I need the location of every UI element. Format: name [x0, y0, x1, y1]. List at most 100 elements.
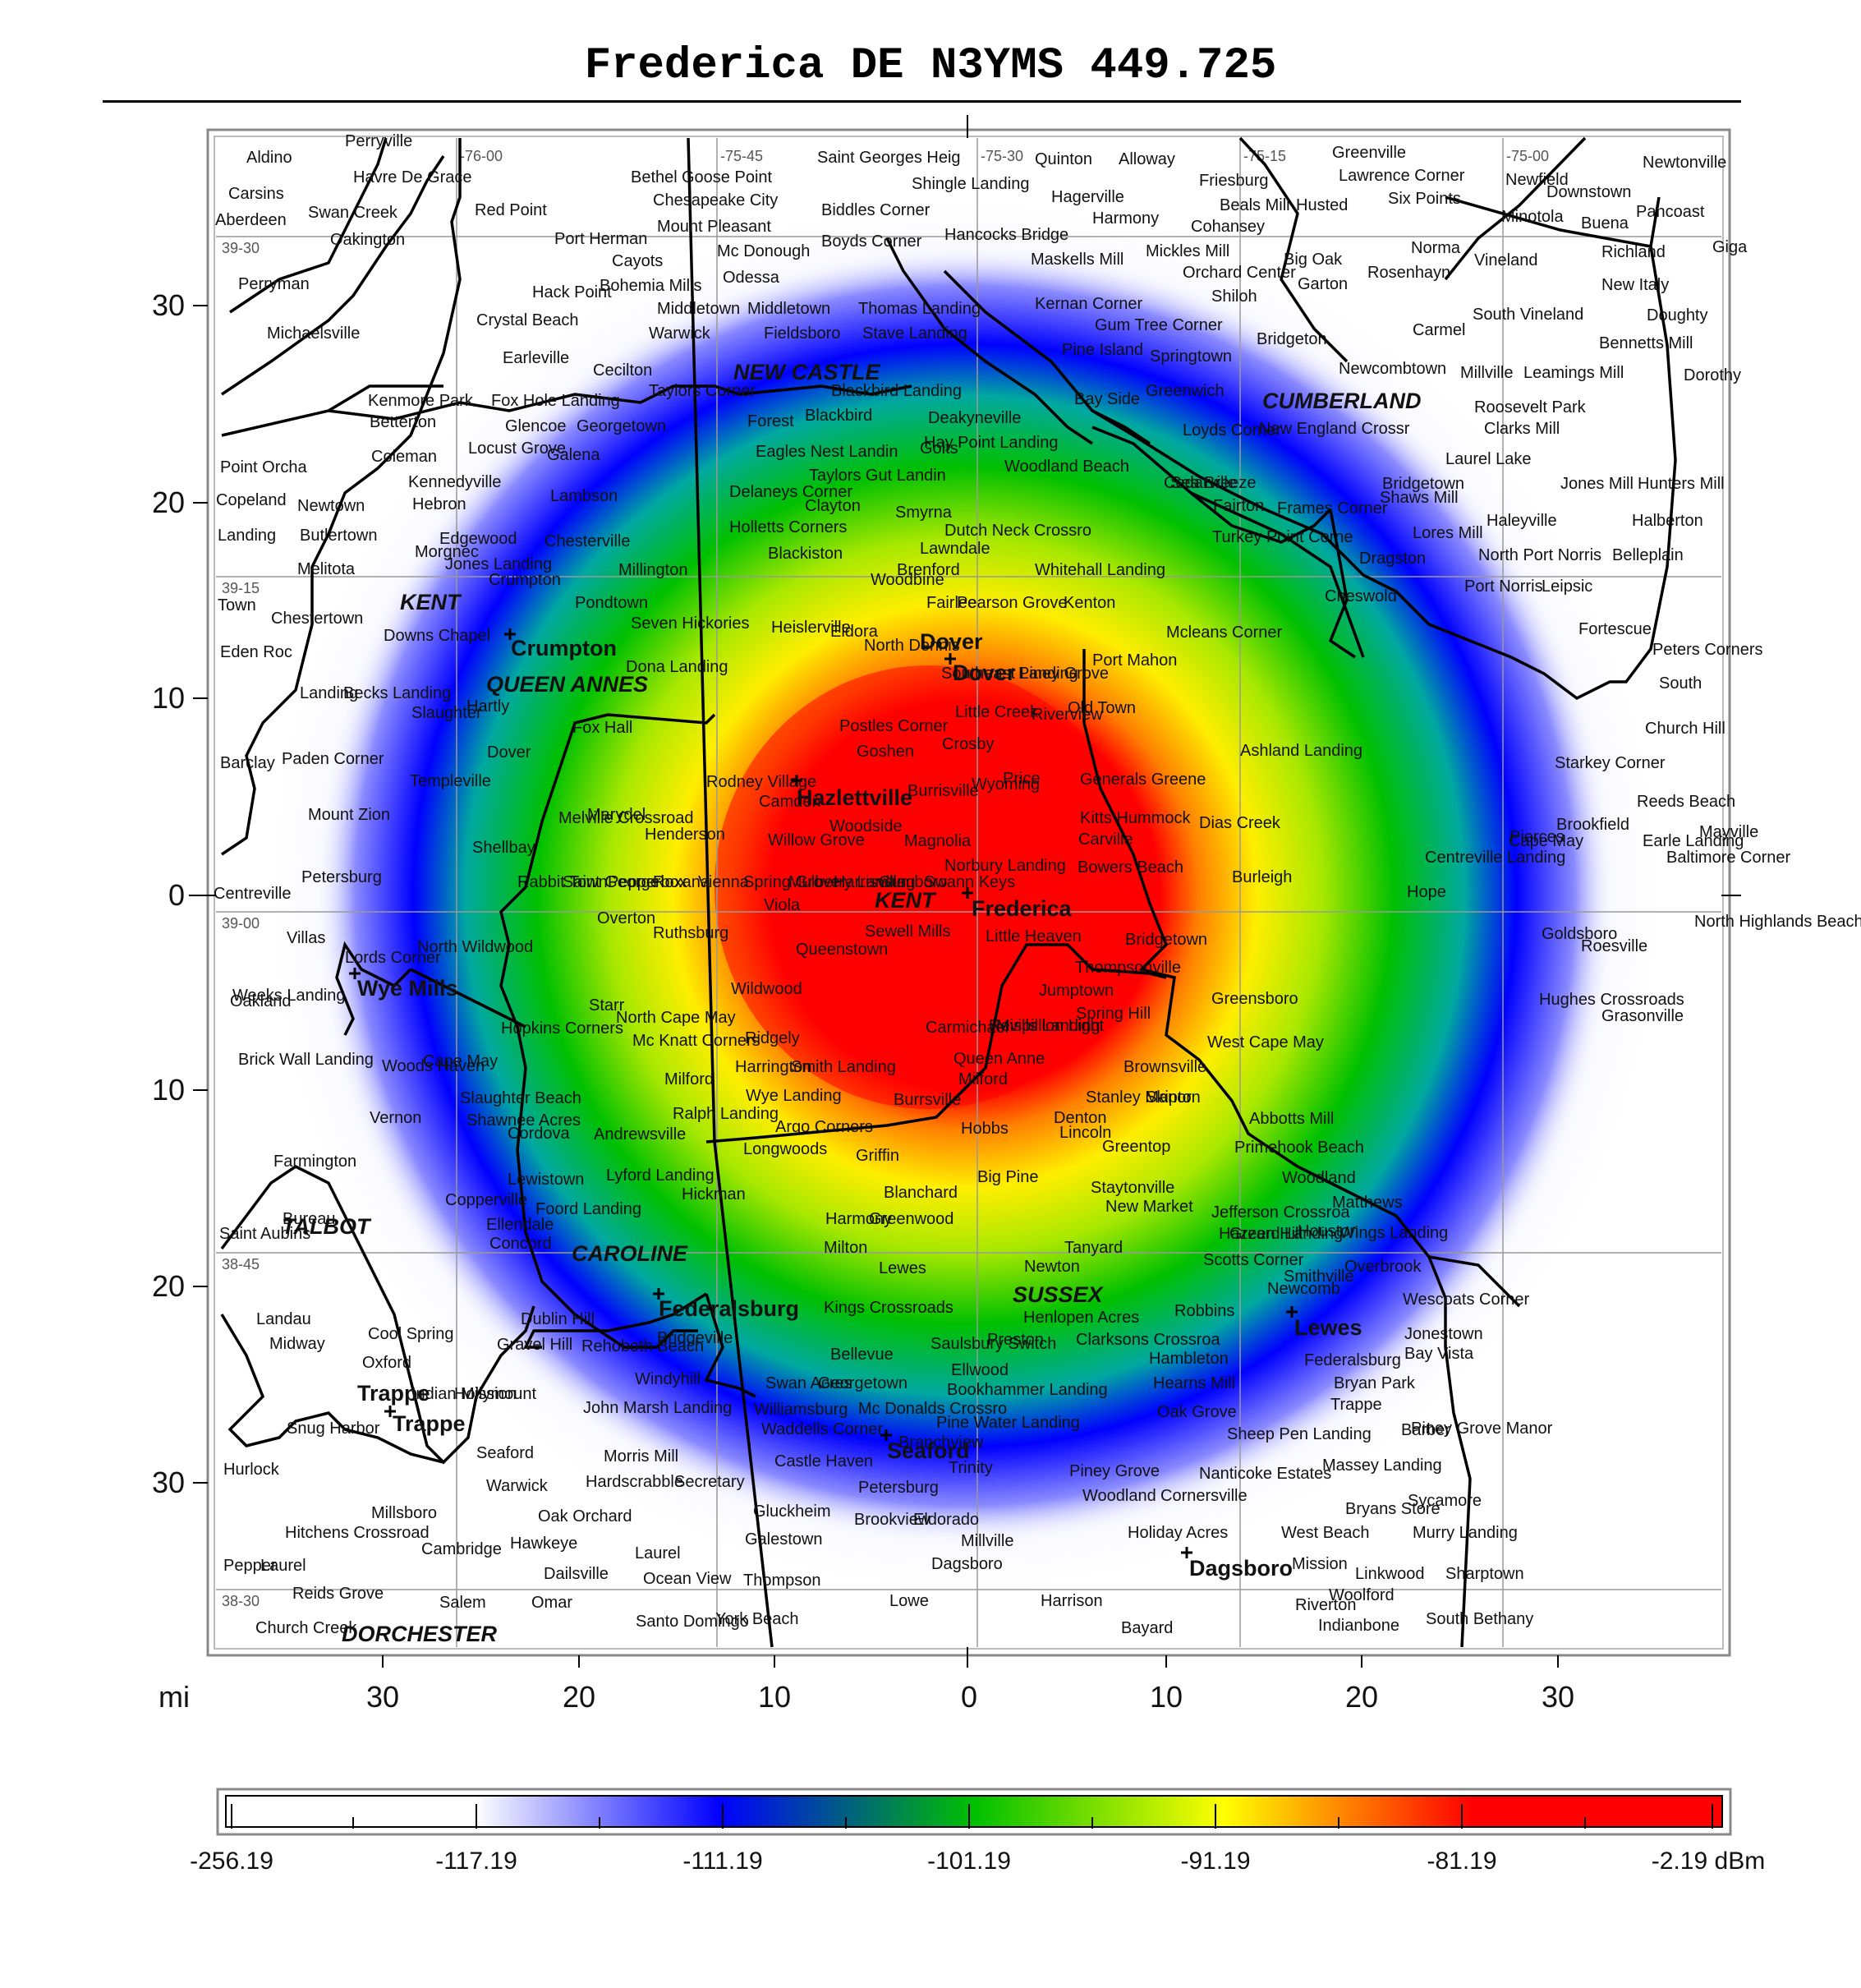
place-label: Newton — [1024, 1258, 1080, 1276]
place-label: Pepperbox — [608, 873, 687, 891]
strong-signal-area — [715, 665, 1142, 1109]
place-label: Fieldsboro — [764, 324, 840, 343]
y-tick-label: 0 — [168, 878, 185, 912]
place-label: Wescoats Corner — [1403, 1291, 1529, 1309]
place-label: Wyoming — [972, 775, 1040, 794]
place-label: Rehoboth Beach — [581, 1337, 704, 1355]
place-label: Laurel — [260, 1557, 306, 1575]
place-label: Norbury Landing — [944, 857, 1066, 875]
place-label: New England Crossr — [1259, 420, 1410, 438]
legend-colorbar — [225, 1795, 1723, 1828]
place-label: Delaneys Corner — [729, 483, 852, 501]
boundaries — [220, 136, 1677, 1648]
place-label: Riverview — [1032, 706, 1103, 724]
lon-label: -75-00 — [1506, 148, 1549, 164]
place-label: Pine Water Landing — [936, 1414, 1080, 1432]
place-label: Pierces — [1509, 828, 1565, 846]
city-cross-icon — [653, 1288, 664, 1300]
place-label-major: Dover — [953, 660, 1016, 685]
map-title: Frederica DE N3YMS 449.725 — [584, 41, 1277, 91]
place-label: Centreville — [214, 885, 291, 903]
place-label: Husted — [1296, 196, 1348, 214]
place-label: Stave Landing — [862, 324, 967, 343]
place-label: Warwick — [649, 324, 711, 343]
place-label: Cool Spring — [368, 1325, 454, 1343]
place-label: Saint George — [563, 873, 659, 891]
place-label: Smithville — [1284, 1268, 1354, 1286]
place-label: Perryville — [345, 132, 412, 150]
place-label: Spring Hill — [1076, 1005, 1151, 1023]
place-label: Dragston — [1359, 550, 1426, 568]
x-axis-labels: mi 30 20 10 0 10 20 30 — [159, 1680, 1574, 1714]
place-label: Vernon — [370, 1109, 421, 1127]
place-label: Castle Haven — [774, 1452, 873, 1470]
place-label: Coleman — [371, 448, 437, 466]
place-label: Jones Mill — [1560, 475, 1634, 493]
place-label: Piney Grove Manor — [1411, 1420, 1553, 1438]
place-label: Greenwich — [1146, 382, 1225, 400]
place-label: Landing — [218, 527, 276, 545]
place-label: West Cape May — [1207, 1033, 1324, 1052]
place-label: Hollymount — [454, 1385, 536, 1403]
place-label: Baltimore Corner — [1666, 849, 1791, 867]
place-label: Hebron — [412, 495, 466, 513]
place-label: Dona Landing — [626, 658, 728, 676]
place-label: Dover — [487, 743, 531, 762]
place-label: Harrington — [735, 1058, 811, 1076]
place-label: Bryan Park — [1334, 1374, 1416, 1392]
delaware-river-de-shore — [885, 237, 1093, 445]
place-label: Jonestown — [1404, 1325, 1483, 1343]
place-label: Lawrence Corner — [1339, 167, 1465, 185]
place-label: Bohemia Mills — [600, 277, 701, 295]
place-label: Matthews — [1332, 1194, 1403, 1212]
place-label: Thompsonville — [1075, 959, 1181, 977]
city-cross-icon — [962, 887, 973, 899]
y-axis-labels: 30 20 10 0 10 20 30 — [152, 288, 185, 1499]
place-label: Brookview — [854, 1511, 930, 1529]
place-label: Cordova — [508, 1125, 570, 1143]
place-label: Ocean View — [643, 1570, 732, 1588]
place-label: Brownsville — [1123, 1058, 1206, 1076]
cape-henlopen — [1428, 1255, 1521, 1308]
place-label: Sharptown — [1445, 1565, 1524, 1583]
place-label: Bennetts Mill — [1599, 334, 1693, 352]
place-label: Roosevelt Park — [1474, 398, 1587, 416]
place-label-major: Seaford — [887, 1438, 970, 1463]
place-label: Clarks Mill — [1484, 420, 1560, 438]
place-label: Little Heaven — [986, 927, 1082, 946]
legend-label: -117.19 — [435, 1848, 517, 1875]
place-label: Southeast Landing — [941, 665, 1078, 683]
place-marker-dover: Dover Dover — [920, 629, 1016, 685]
place-label: Postles Corner — [839, 717, 949, 735]
place-label: Hickman — [682, 1185, 746, 1203]
place-label: Green Hill — [1229, 1225, 1303, 1243]
place-label: Massey Landing — [1322, 1456, 1442, 1475]
place-label: Cornersville — [1160, 1487, 1248, 1505]
place-label: Jumptown — [1039, 982, 1114, 1000]
place-label: Argo Corners — [775, 1118, 873, 1136]
place-label: Petersburg — [301, 868, 382, 886]
place-label: North Dennis — [864, 637, 960, 655]
place-label: Eden Roc — [220, 643, 292, 661]
place-label: Kenmore Park — [368, 392, 474, 410]
place-label: Lyford Landing — [606, 1167, 715, 1185]
place-label: Kernan Corner — [1035, 295, 1143, 313]
y-tick-label: 20 — [152, 1269, 185, 1303]
place-label: Chestertown — [271, 610, 363, 628]
legend-label: -81.19 — [1427, 1848, 1496, 1875]
place-label: Harrison — [1041, 1592, 1103, 1610]
place-label: Becks Landing — [343, 684, 451, 702]
place-label: Denton — [1054, 1109, 1107, 1127]
place-label: Bridgetown — [1382, 475, 1464, 493]
place-label: Holiday Acres — [1128, 1524, 1228, 1542]
place-label: Shiloh — [1211, 288, 1257, 306]
place-label: Vienna — [698, 873, 750, 891]
place-label: Millville — [961, 1532, 1013, 1550]
place-label: Kennedyville — [408, 473, 501, 491]
place-label: Little Creek — [955, 703, 1039, 721]
place-label: Morgnec — [415, 543, 479, 561]
place-label: Brick Wall Landing — [238, 1051, 374, 1069]
place-label: Lores Mill — [1413, 524, 1483, 542]
place-label: Bureau — [283, 1210, 336, 1228]
